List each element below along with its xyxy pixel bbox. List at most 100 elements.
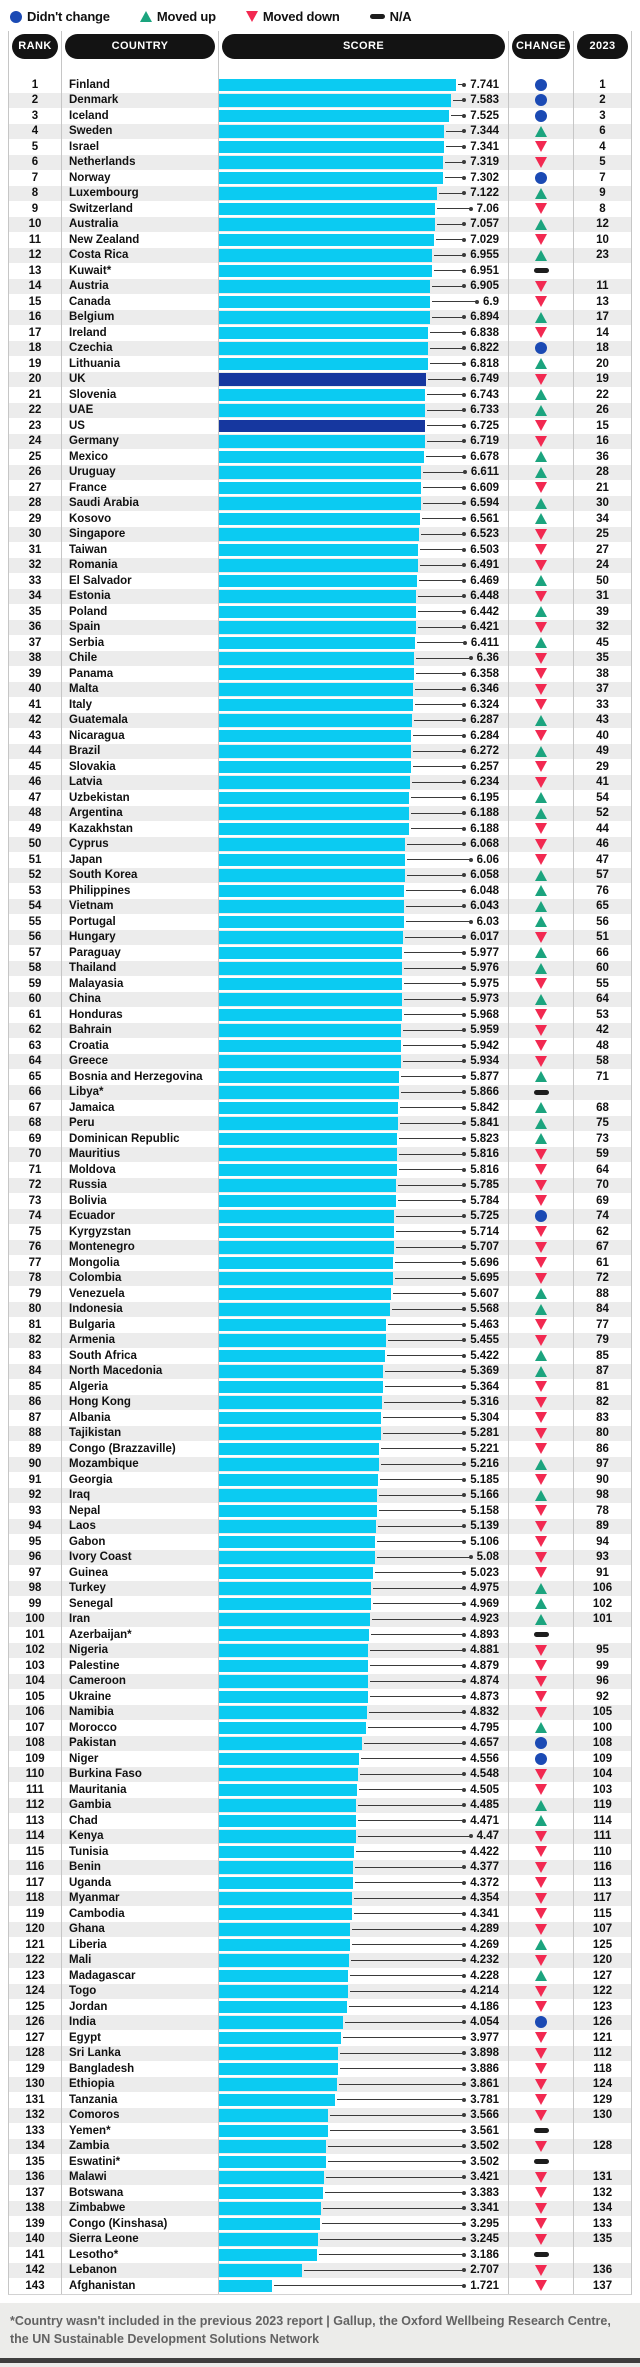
prev-rank-cell: 134 [573, 2200, 631, 2216]
score-cell: 4.975 [218, 1580, 508, 1596]
score-bar [219, 1768, 359, 1781]
moved-up-icon [535, 1117, 547, 1129]
score-value: 6.678 [470, 450, 499, 463]
rank-cell: 138 [25, 2202, 45, 2215]
score-cell: 5.714 [218, 1224, 508, 1240]
prev-rank-cell: 23 [573, 247, 631, 263]
change-cell [508, 619, 573, 635]
score-leader [414, 702, 466, 707]
table-row: 49 Kazakhstan 6.188 44 [9, 821, 631, 837]
score-cell: 3.781 [218, 2092, 508, 2108]
country-cell: Cameroon [61, 1673, 218, 1689]
moved-down-icon [535, 699, 547, 711]
score-value: 3.898 [470, 2047, 499, 2060]
country-cell: Ireland [61, 325, 218, 341]
score-leader [403, 997, 467, 1002]
score-bar [219, 1194, 397, 1207]
country-cell: Laos [61, 1518, 218, 1534]
score-value: 3.566 [470, 2109, 499, 2122]
score-leader [342, 2035, 467, 2040]
table-row: 89 Congo (Brazzaville) 5.221 86 [9, 1441, 631, 1457]
table-row: 117 Uganda 4.372 113 [9, 1875, 631, 1891]
prev-rank-cell: 111 [573, 1828, 631, 1844]
table-row: 17 Ireland 6.838 14 [9, 325, 631, 341]
rank-cell: 82 [28, 1334, 42, 1347]
rank-cell: 113 [25, 1814, 45, 1827]
score-leader [417, 625, 466, 630]
country-cell: Ethiopia [61, 2076, 218, 2092]
score-value: 4.47 [476, 1830, 499, 1843]
prev-rank-cell [573, 263, 631, 279]
score-value: 7.525 [470, 109, 499, 122]
moved-down-icon [535, 1396, 547, 1408]
moved-down-icon [535, 2032, 547, 2044]
country-cell: Comoros [61, 2107, 218, 2123]
score-bar [219, 636, 416, 649]
score-value: 6.03 [476, 915, 499, 928]
moved-up-icon [535, 389, 547, 401]
prev-rank-cell: 69 [573, 1193, 631, 1209]
score-value: 6.9 [483, 295, 499, 308]
score-leader [388, 1338, 467, 1343]
moved-down-icon [535, 1505, 547, 1517]
rank-cell: 56 [28, 931, 42, 944]
score-bar [219, 1458, 379, 1471]
rank-cell: 18 [28, 342, 42, 355]
moved-down-icon [535, 1009, 547, 1021]
score-value: 6.469 [470, 574, 499, 587]
moved-down-icon [535, 652, 547, 664]
score-leader [402, 1043, 467, 1048]
legend-label: N/A [389, 9, 412, 24]
rank-cell: 86 [28, 1396, 42, 1409]
table-row: 110 Burkina Faso 4.548 104 [9, 1766, 631, 1782]
prev-rank-cell: 16 [573, 433, 631, 449]
score-bar [219, 1582, 372, 1595]
prev-rank-cell: 44 [573, 821, 631, 837]
country-cell: Czechia [61, 340, 218, 356]
table-row: 94 Laos 5.139 89 [9, 1518, 631, 1534]
rank-cell: 91 [28, 1473, 42, 1486]
score-cell: 6.743 [218, 387, 508, 403]
prev-rank-cell: 128 [573, 2138, 631, 2154]
moved-down-icon [535, 761, 547, 773]
rank-cell: 16 [28, 311, 42, 324]
rank-cell: 49 [28, 822, 42, 835]
country-cell: Bolivia [61, 1193, 218, 1209]
prev-rank-cell: 29 [573, 759, 631, 775]
rank-cell: 3 [31, 109, 39, 122]
change-cell [508, 1658, 573, 1674]
score-bar [219, 1396, 382, 1409]
table-row: 64 Greece 5.934 58 [9, 1053, 631, 1069]
score-value: 5.08 [476, 1551, 499, 1564]
prev-rank-cell: 40 [573, 728, 631, 744]
rank-cell: 73 [28, 1194, 42, 1207]
score-bar [219, 977, 402, 990]
country-cell: Panama [61, 666, 218, 682]
rank-cell: 37 [28, 636, 42, 649]
country-cell: Ecuador [61, 1208, 218, 1224]
score-bar [219, 2248, 317, 2261]
rank-cell: 143 [25, 2279, 45, 2292]
rank-cell: 47 [28, 791, 42, 804]
moved-up-icon [535, 745, 547, 757]
change-cell [508, 867, 573, 883]
score-bar [219, 202, 436, 215]
table-row: 50 Cyprus 6.068 46 [9, 836, 631, 852]
score-value: 6.043 [470, 900, 499, 913]
change-cell [508, 1890, 573, 1906]
score-cell: 4.893 [218, 1627, 508, 1643]
score-bar [219, 1365, 384, 1378]
rank-cell: 74 [28, 1210, 42, 1223]
country-cell: Thailand [61, 960, 218, 976]
moved-down-icon [535, 373, 547, 385]
country-cell: Benin [61, 1859, 218, 1875]
score-leader [351, 1942, 466, 1947]
score-leader [422, 501, 467, 506]
score-value: 5.185 [470, 1473, 499, 1486]
score-cell: 6.324 [218, 697, 508, 713]
country-cell: Kosovo [61, 511, 218, 527]
change-cell [508, 108, 573, 124]
score-value: 5.696 [470, 1256, 499, 1269]
moved-down-icon [535, 1846, 547, 1858]
country-cell: Hong Kong [61, 1394, 218, 1410]
